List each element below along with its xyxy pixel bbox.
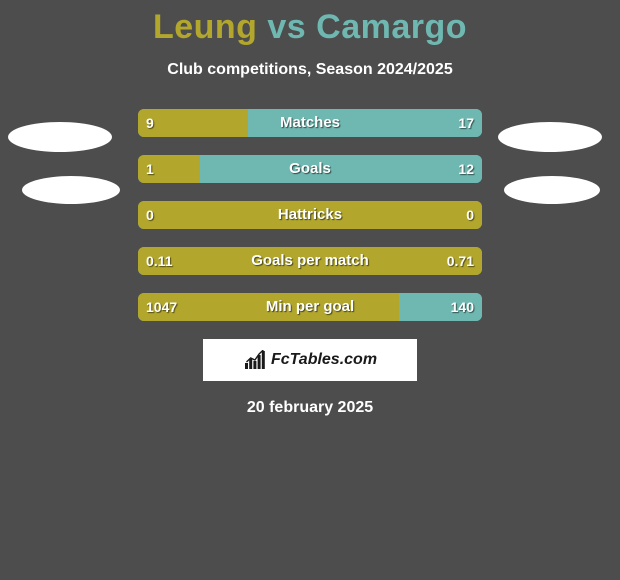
decorative-ellipse-bottom-right [504, 176, 600, 204]
decorative-ellipse-top-left [8, 122, 112, 152]
stat-bars: 917Matches112Goals00Hattricks0.110.71Goa… [138, 109, 482, 321]
stat-row: 00Hattricks [138, 201, 482, 229]
stat-fill-left [138, 247, 482, 275]
stat-fill-left [138, 201, 482, 229]
subtitle: Club competitions, Season 2024/2025 [0, 61, 620, 79]
stat-value-right: 12 [450, 155, 482, 183]
stat-row: 1047140Min per goal [138, 293, 482, 321]
stat-row: 112Goals [138, 155, 482, 183]
stat-value-right: 140 [443, 293, 482, 321]
stat-row: 917Matches [138, 109, 482, 137]
stat-value-left: 0.11 [138, 247, 180, 275]
title-player-left: Leung [153, 8, 257, 46]
title-vs: vs [267, 8, 306, 46]
stat-fill-right [248, 109, 482, 137]
stat-fill-right [200, 155, 482, 183]
brand-box: FcTables.com [203, 339, 417, 381]
stat-value-left: 1047 [138, 293, 185, 321]
decorative-ellipse-bottom-left [22, 176, 120, 204]
brand-text: FcTables.com [271, 351, 377, 369]
footer-date: 20 february 2025 [0, 399, 620, 417]
decorative-ellipse-top-right [498, 122, 602, 152]
title-player-right: Camargo [316, 8, 467, 46]
comparison-card: Leung vs Camargo Club competitions, Seas… [0, 0, 620, 580]
stat-value-right: 17 [450, 109, 482, 137]
stat-value-right: 0 [458, 201, 482, 229]
stat-value-left: 0 [138, 201, 162, 229]
page-title: Leung vs Camargo [0, 0, 620, 47]
stat-value-left: 9 [138, 109, 162, 137]
stat-row: 0.110.71Goals per match [138, 247, 482, 275]
stat-value-left: 1 [138, 155, 162, 183]
stat-value-right: 0.71 [439, 247, 482, 275]
chart-icon [243, 350, 267, 370]
